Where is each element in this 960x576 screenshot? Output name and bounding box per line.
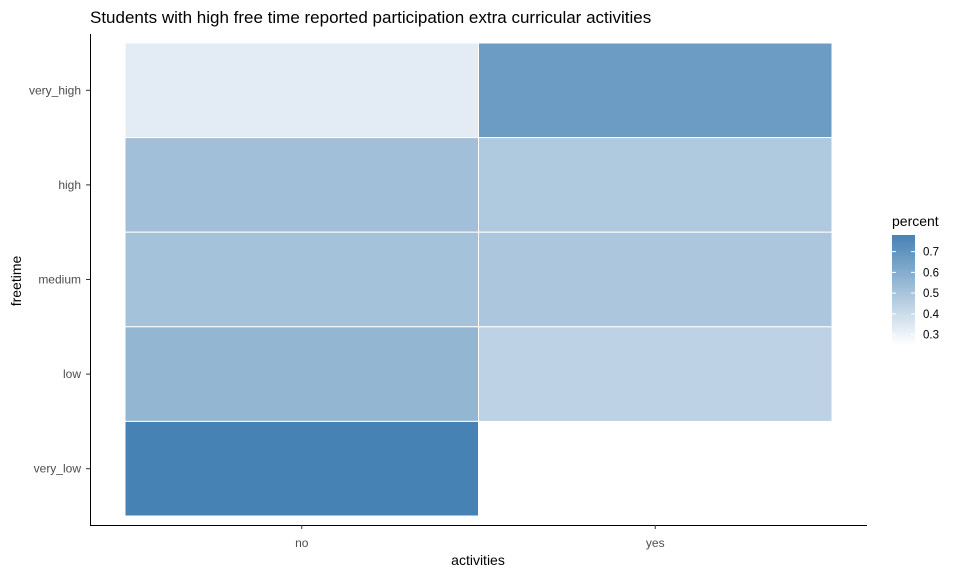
y-tick-label-high: high xyxy=(58,178,81,192)
y-axis-ticks: very_low low medium high very_high xyxy=(29,83,90,476)
heatmap-cell-yes-high xyxy=(478,137,833,233)
heatmap-cell-no-very_high xyxy=(124,42,479,139)
legend-tick-label: 0.7 xyxy=(923,247,939,259)
y-axis-title: freetime xyxy=(8,256,24,307)
heatmap-cell-no-high xyxy=(124,137,479,233)
heatmap-cell-yes-medium xyxy=(478,231,833,328)
heatmap-cells xyxy=(124,42,833,517)
legend-tick-label: 0.4 xyxy=(923,309,940,321)
legend-colorbar xyxy=(892,235,915,345)
heatmap-cell-yes-very_high xyxy=(478,42,833,139)
heatmap-cell-yes-low xyxy=(478,326,833,422)
heatmap-cell-no-low xyxy=(124,326,479,422)
legend-ticks: 0.3 0.4 0.5 0.6 0.7 xyxy=(892,247,940,342)
heatmap-cell-no-medium xyxy=(124,231,479,328)
legend-title: percent xyxy=(892,213,939,229)
y-tick-label-low: low xyxy=(63,367,81,381)
y-tick-label-very_high: very_high xyxy=(29,83,81,97)
legend-tick-label: 0.3 xyxy=(923,330,939,342)
legend-tick-label: 0.5 xyxy=(923,288,939,300)
chart-title: Students with high free time reported pa… xyxy=(90,8,651,27)
y-tick-label-very_low: very_low xyxy=(34,462,82,476)
x-axis-title: activities xyxy=(451,552,505,568)
x-tick-label-no: no xyxy=(295,536,309,550)
x-axis-ticks: no yes xyxy=(295,525,665,550)
y-tick-label-medium: medium xyxy=(38,273,81,287)
legend-tick-label: 0.6 xyxy=(923,267,939,279)
color-legend: percent 0.3 0.4 0.5 0.6 0.7 xyxy=(892,213,940,345)
heatmap-cell-no-very_low xyxy=(124,420,479,517)
x-tick-label-yes: yes xyxy=(646,536,665,550)
